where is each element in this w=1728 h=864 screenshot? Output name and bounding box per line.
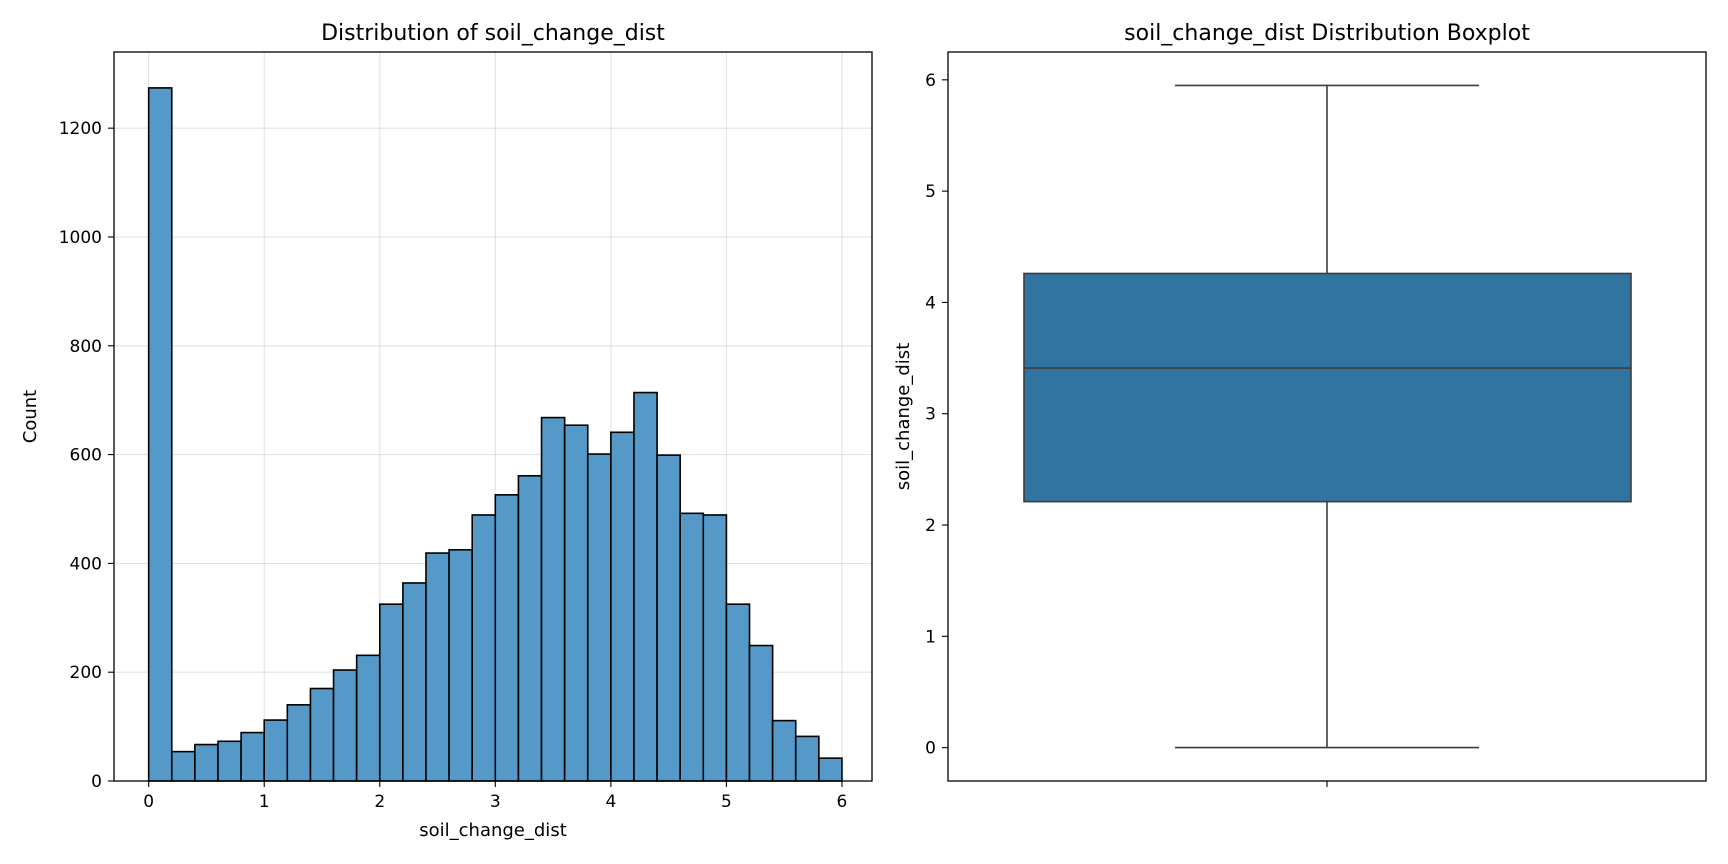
histogram-x-tick-label: 4 xyxy=(605,792,616,812)
histogram-bar xyxy=(147,87,173,782)
histogram-bar xyxy=(355,654,381,782)
boxplot-y-tick-label: 0 xyxy=(925,739,936,759)
histogram-bar xyxy=(332,669,358,782)
histogram-bar xyxy=(725,603,751,782)
boxplot-chart: 0 1 2 3 4 5 6 soil_change_dist Distribution Bo… xyxy=(893,21,1707,787)
boxplot-title: soil_change_dist Distribution Boxplot xyxy=(1124,21,1530,46)
histogram-bar xyxy=(610,431,635,782)
boxplot-y-tick-label: 1 xyxy=(925,627,936,647)
histogram-bar xyxy=(563,424,589,782)
histogram-bar xyxy=(540,416,566,782)
histogram-bar xyxy=(378,603,404,782)
histogram-y-axis-label: Count xyxy=(20,390,41,443)
histogram-bar xyxy=(633,391,658,782)
boxplot-y-axis-label: soil_change_dist xyxy=(893,343,914,491)
boxplot-y-tick-label: 5 xyxy=(925,182,936,202)
histogram-x-tick-label: 0 xyxy=(143,792,154,812)
boxplot-y-tick-label: 3 xyxy=(925,405,936,425)
histogram-y-tick-label: 1000 xyxy=(59,228,102,248)
histogram-bar xyxy=(170,750,196,782)
histogram-bar xyxy=(748,644,774,782)
histogram-y-ticks: 0 200 400 600 800 1000 1200 xyxy=(59,119,114,792)
histogram-bar xyxy=(286,704,312,782)
histogram-y-tick-label: 1200 xyxy=(59,119,102,139)
histogram-y-tick-label: 600 xyxy=(70,446,102,466)
histogram-bar xyxy=(794,735,820,782)
histogram-plot-frame xyxy=(113,51,873,782)
boxplot-y-tick-label: 6 xyxy=(925,71,936,91)
histogram-chart: 0 1 2 3 4 5 6 0 200 400 600 800 1000 1200 Distributi… xyxy=(20,21,873,841)
histogram-y-tick-label: 200 xyxy=(70,663,102,683)
histogram-x-tick-label: 5 xyxy=(721,792,732,812)
histogram-bar xyxy=(818,757,843,782)
histogram-bar xyxy=(494,494,520,782)
histogram-bar xyxy=(309,687,335,782)
histogram-bar xyxy=(517,474,543,782)
histogram-x-tick-label: 3 xyxy=(490,792,501,812)
boxplot-marks xyxy=(1023,84,1632,749)
histogram-grid xyxy=(114,52,872,782)
histogram-bar xyxy=(217,740,242,782)
histogram-x-tick-label: 1 xyxy=(259,792,270,812)
histogram-bar xyxy=(240,731,266,782)
histogram-bar xyxy=(471,514,497,782)
histogram-title: Distribution of soil_change_dist xyxy=(321,21,665,46)
histogram-bar xyxy=(263,719,289,782)
boxplot-box xyxy=(1023,272,1632,503)
histogram-y-tick-label: 400 xyxy=(70,554,102,574)
histogram-y-tick-label: 800 xyxy=(70,337,102,357)
histogram-bar xyxy=(402,582,427,782)
histogram-bars xyxy=(147,87,843,782)
histogram-bar xyxy=(702,514,728,782)
histogram-y-tick-label: 0 xyxy=(91,772,102,792)
histogram-x-ticks: 0 1 2 3 4 5 6 xyxy=(143,781,847,812)
histogram-bar xyxy=(448,548,474,782)
histogram-bar xyxy=(194,743,219,782)
boxplot-y-tick-label: 2 xyxy=(925,516,936,536)
boxplot-y-ticks: 0 1 2 3 4 5 6 xyxy=(925,71,1328,787)
histogram-bar xyxy=(679,512,705,782)
histogram-x-axis-label: soil_change_dist xyxy=(419,820,567,841)
boxplot-y-tick-label: 4 xyxy=(925,293,936,313)
histogram-bar xyxy=(425,552,450,782)
histogram-x-tick-label: 6 xyxy=(837,792,848,812)
histogram-bar xyxy=(586,453,612,782)
histogram-bar xyxy=(771,719,797,782)
histogram-x-tick-label: 2 xyxy=(374,792,385,812)
histogram-bar xyxy=(656,454,681,782)
